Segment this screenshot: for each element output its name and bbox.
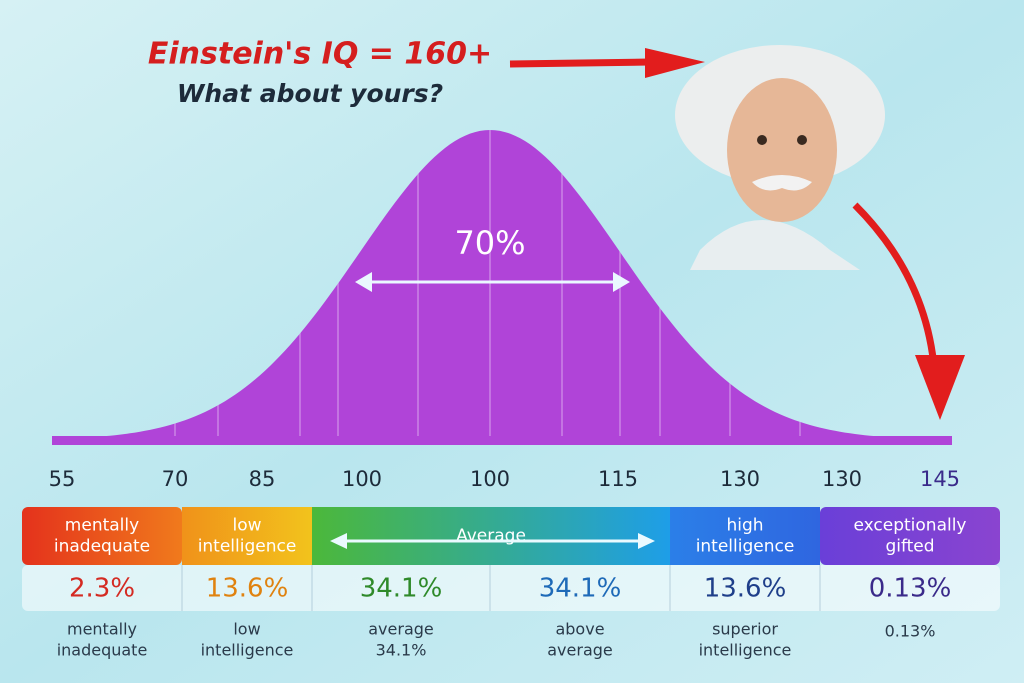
header-text: inadequate (54, 537, 150, 557)
axis-label: 70 (162, 467, 189, 491)
arrow-head (645, 48, 705, 78)
axis-label: 115 (598, 467, 638, 491)
caption: average (368, 620, 434, 639)
caption: superior (712, 620, 778, 639)
header-box (312, 507, 670, 565)
axis-label: 85 (249, 467, 276, 491)
shoulders (690, 220, 860, 270)
percent: 13.6% (704, 574, 787, 604)
baseline (52, 436, 952, 445)
percent: 2.3% (69, 574, 135, 604)
caption: 0.13% (885, 622, 936, 641)
percent: 34.1% (360, 574, 443, 604)
portrait (675, 45, 885, 270)
header-text: intelligence (198, 537, 297, 557)
cell-row (22, 565, 1000, 611)
caption: low (233, 620, 260, 639)
header-text: low (232, 516, 261, 536)
percent: 0.13% (869, 574, 952, 604)
header-text: exceptionally (853, 516, 966, 536)
header-box (820, 507, 1000, 565)
percent: 13.6% (206, 574, 289, 604)
caption: above (555, 620, 604, 639)
center-label: 70% (454, 224, 525, 262)
header-text: intelligence (696, 537, 795, 557)
header-box (22, 507, 182, 565)
mustache (752, 175, 812, 191)
header-text: Average (456, 526, 526, 546)
arrow-head (915, 355, 965, 420)
caption: intelligence (201, 641, 294, 660)
caption: intelligence (699, 641, 792, 660)
arrow (509, 58, 651, 68)
caption: 34.1% (376, 641, 427, 660)
header-text: gifted (885, 537, 934, 557)
axis-label: 100 (342, 467, 382, 491)
axis-label: 130 (720, 467, 760, 491)
header-text: mentally (65, 516, 139, 536)
caption: inadequate (57, 641, 148, 660)
axis-label: 130 (822, 467, 862, 491)
eye (797, 135, 807, 145)
header-text: high (726, 516, 763, 536)
caption: average (547, 641, 613, 660)
eye (757, 135, 767, 145)
caption: mentally (67, 620, 137, 639)
axis-label: 55 (49, 467, 76, 491)
header-box (670, 507, 820, 565)
axis-label: 145 (920, 467, 960, 491)
title: Einstein's IQ = 160+ (148, 37, 492, 72)
curve-fill (55, 130, 950, 440)
subtitle: What about yours? (177, 79, 443, 108)
header-box (182, 507, 312, 565)
percent: 34.1% (539, 574, 622, 604)
axis-label: 100 (470, 467, 510, 491)
labels: 55 70 85 100 100 115 130 130 145mentallyinadequa… (22, 467, 1000, 660)
face (727, 78, 837, 222)
